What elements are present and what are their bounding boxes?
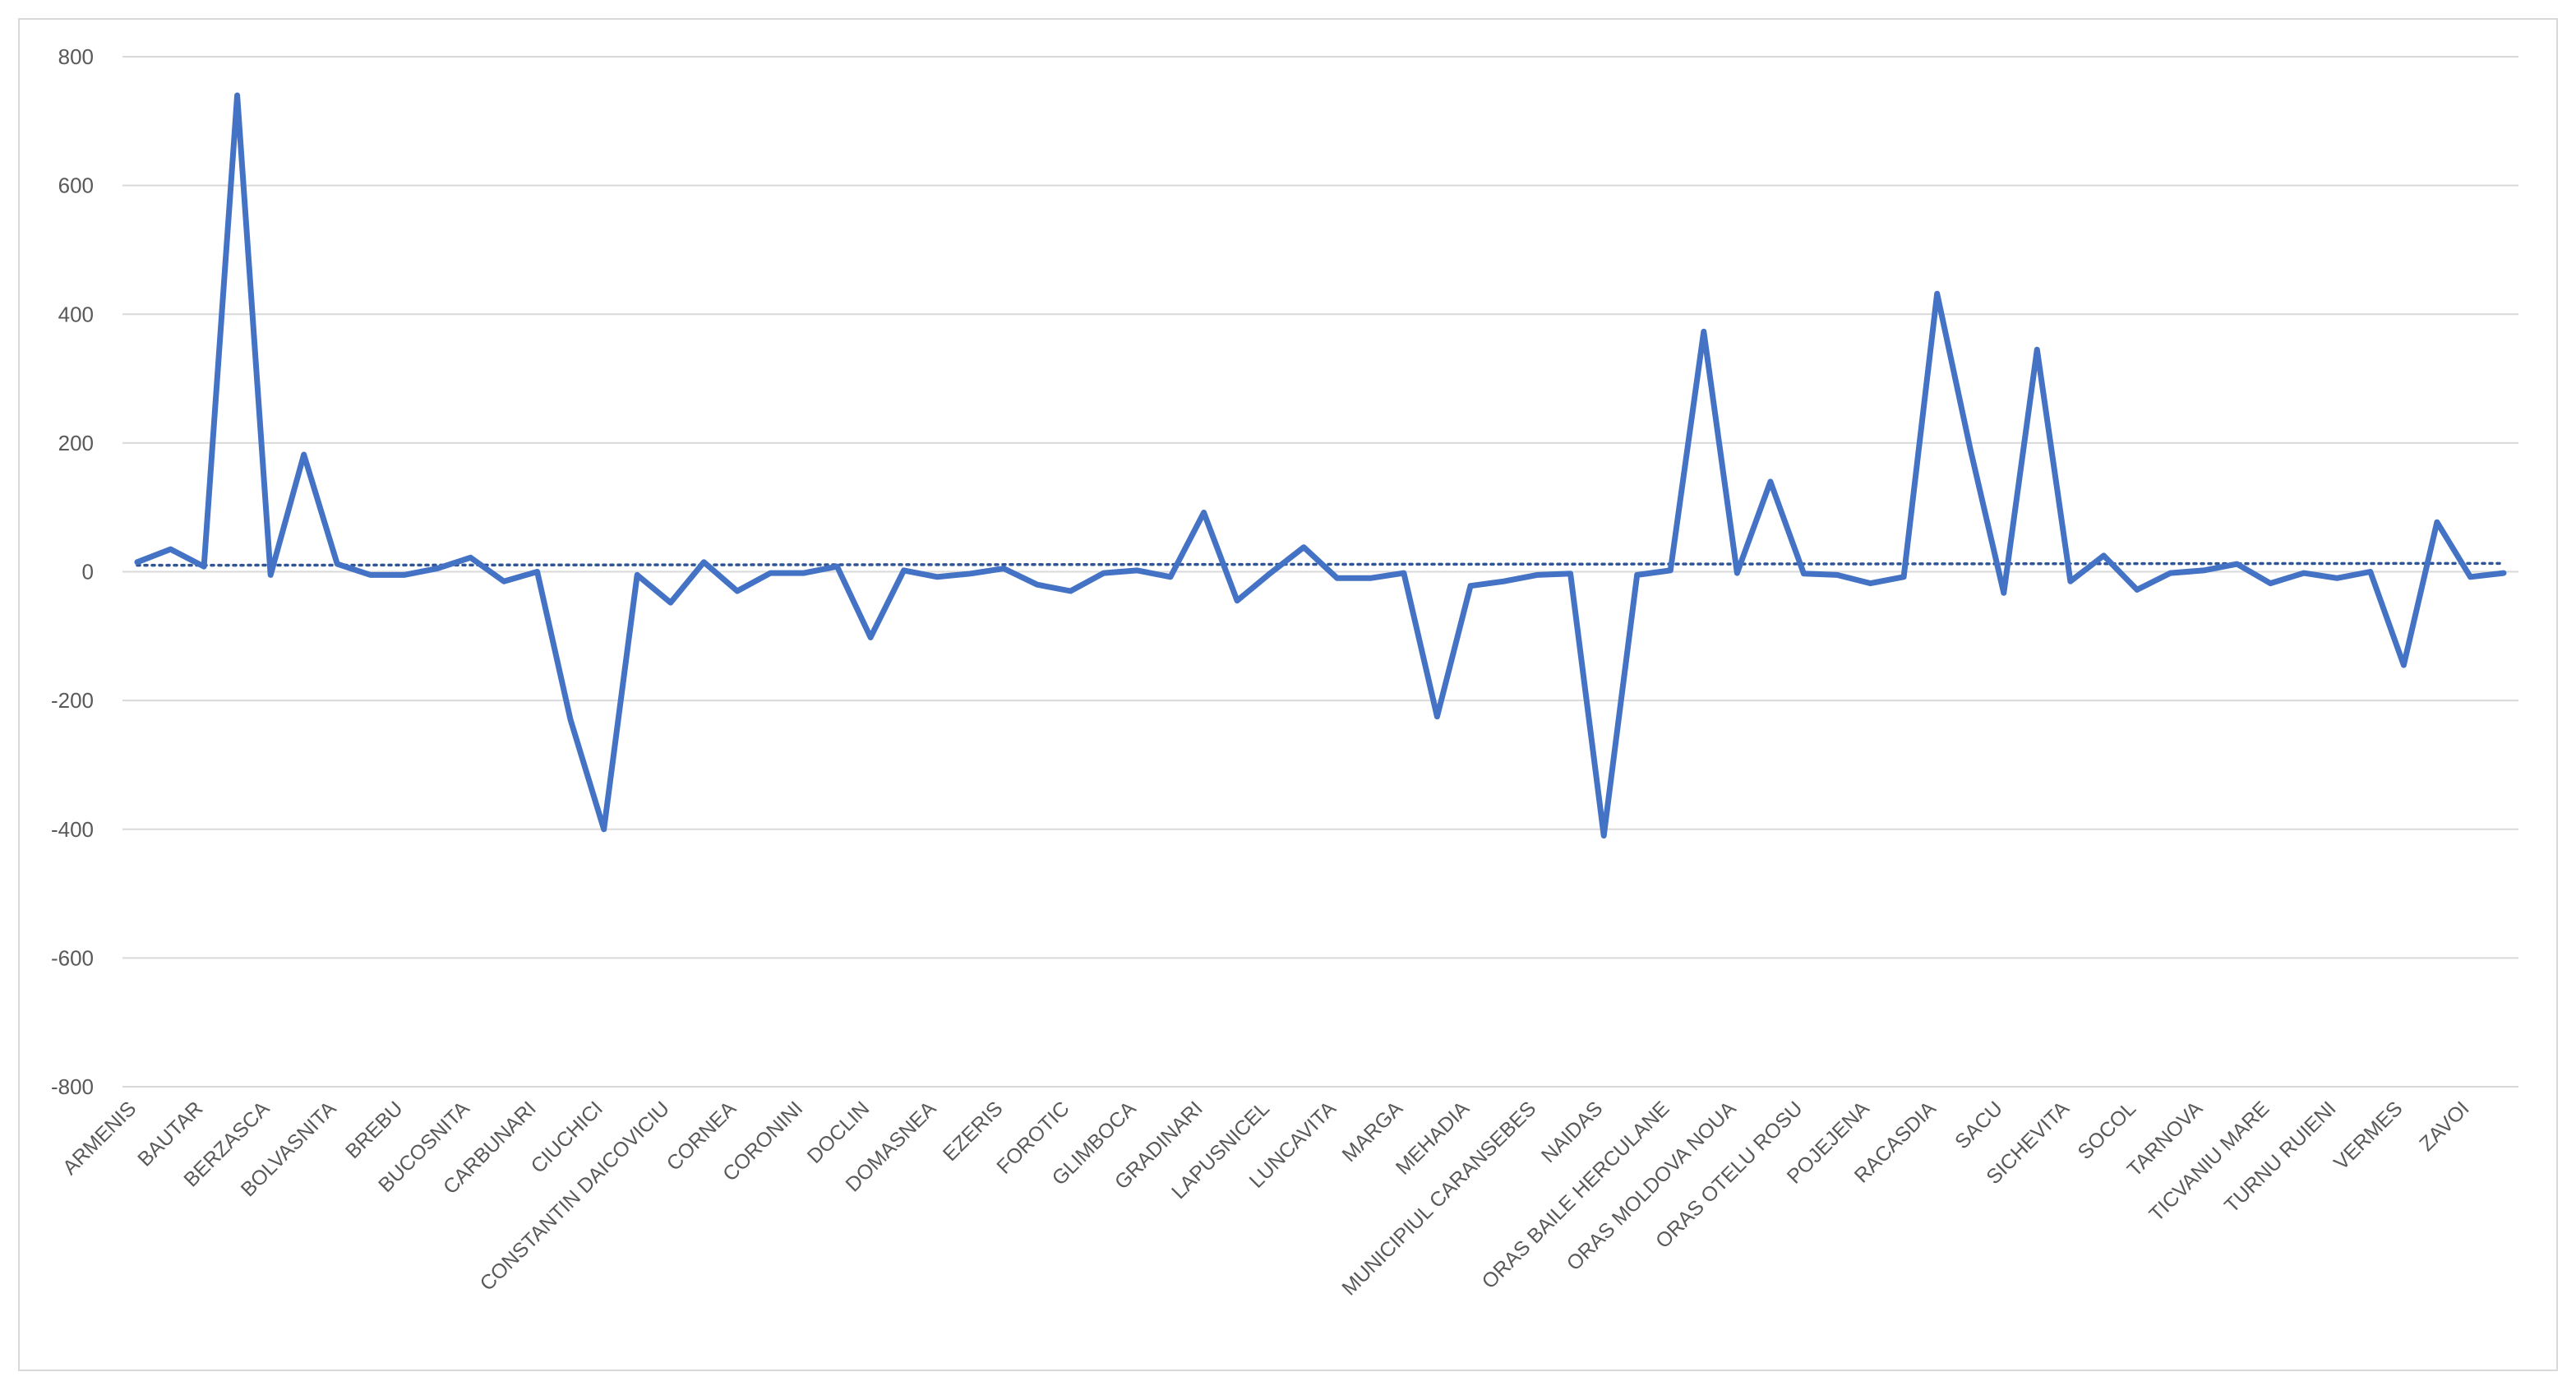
y-tick-label: 0 [82,560,94,584]
x-tick-label: ARMENIS [58,1097,141,1179]
chart-area: 800 600 400 200 0 -200 -400 -600 -800 ARMENIS BAU… [18,18,2558,1371]
x-tick-label: TICVANIU MARE [2144,1097,2274,1226]
x-tick-label: SACU [1950,1097,2007,1153]
x-tick-label: BREBU [341,1097,408,1163]
y-tick-label: -800 [51,1074,94,1099]
x-tick-label: SOCOL [2074,1097,2141,1164]
x-tick-label: VERMES [2329,1097,2407,1174]
y-tick-label: -200 [51,688,94,713]
y-tick-label: 400 [58,302,94,326]
y-tick-label: -400 [51,817,94,842]
x-tick-label: TURNU RUIENI [2220,1097,2340,1217]
x-tick-label: EZERIS [939,1097,1008,1166]
x-tick-label: ZAVOI [2415,1097,2474,1156]
y-tick-label: 600 [58,173,94,198]
y-tick-label: -600 [51,945,94,970]
y-tick-label: 200 [58,431,94,455]
x-tick-label: MARGA [1337,1097,1407,1166]
y-tick-label: 800 [58,44,94,69]
series-line [134,92,2507,839]
